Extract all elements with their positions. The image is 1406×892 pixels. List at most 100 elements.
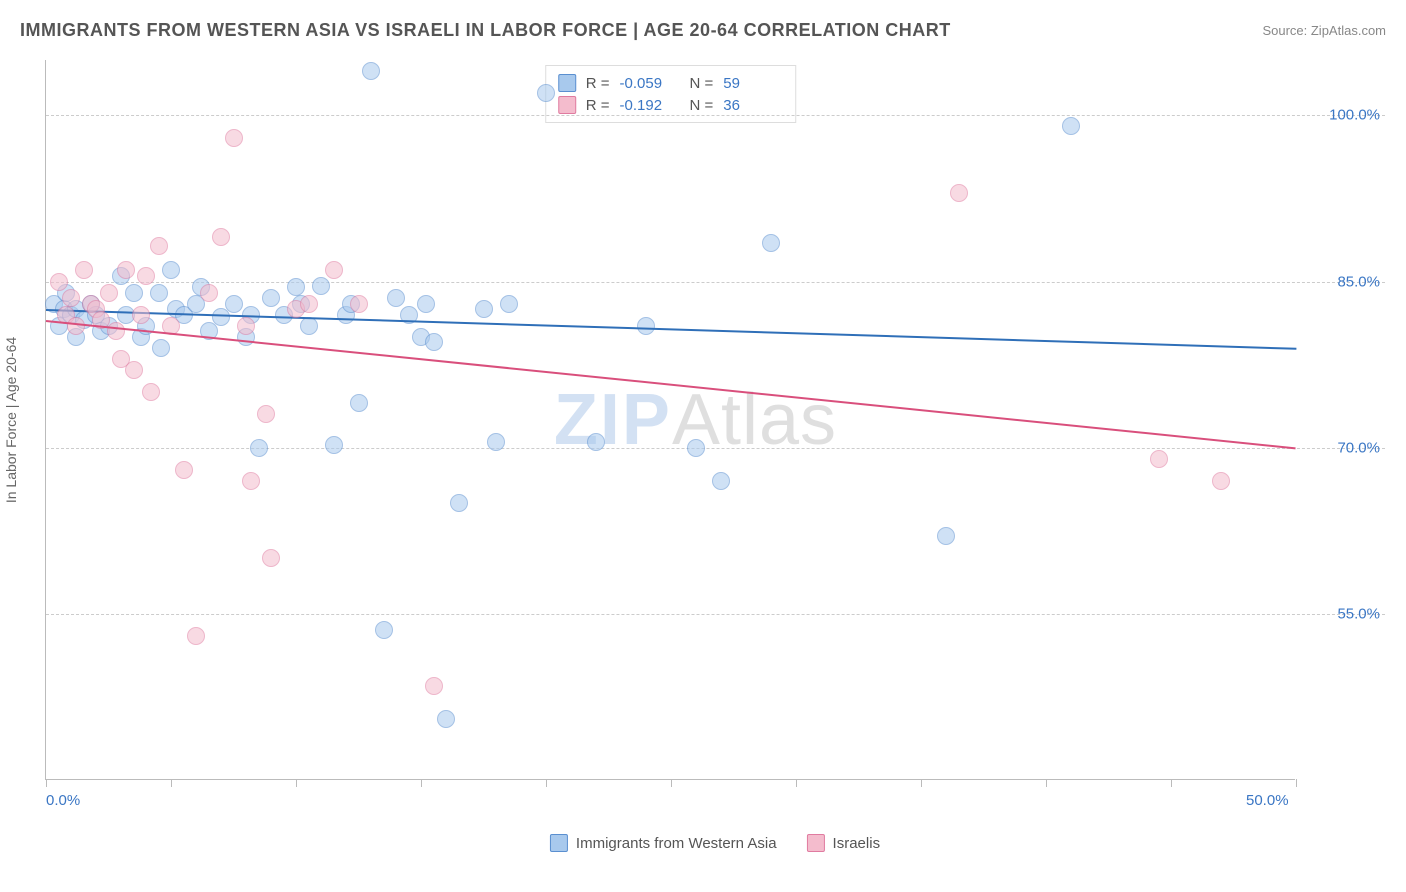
scatter-point <box>1212 472 1230 490</box>
legend-series-item: Immigrants from Western Asia <box>550 834 777 852</box>
x-tick <box>671 779 672 787</box>
scatter-point <box>762 234 780 252</box>
legend-series-label: Immigrants from Western Asia <box>576 835 777 852</box>
scatter-point <box>237 317 255 335</box>
scatter-point <box>425 677 443 695</box>
plot-area: In Labor Force | Age 20-64 ZIPAtlas R =-… <box>45 60 1295 780</box>
scatter-point <box>1062 117 1080 135</box>
legend-stats-row: R = -0.059 N = 59 <box>558 72 784 94</box>
y-tick-label: 70.0% <box>1337 439 1380 456</box>
scatter-point <box>362 62 380 80</box>
x-tick <box>1171 779 1172 787</box>
scatter-point <box>242 472 260 490</box>
scatter-point <box>162 261 180 279</box>
legend-stats: R = -0.059 N = 59R = -0.192 N = 36 <box>545 65 797 123</box>
y-axis-title: In Labor Force | Age 20-64 <box>3 336 19 502</box>
legend-series-label: Israelis <box>833 835 881 852</box>
scatter-point <box>117 261 135 279</box>
grid-line <box>46 614 1385 615</box>
x-tick <box>46 779 47 787</box>
y-tick-label: 55.0% <box>1337 605 1380 622</box>
scatter-point <box>500 295 518 313</box>
scatter-point <box>712 472 730 490</box>
scatter-point <box>450 494 468 512</box>
scatter-point <box>587 433 605 451</box>
scatter-point <box>262 549 280 567</box>
x-tick <box>296 779 297 787</box>
x-tick <box>421 779 422 787</box>
scatter-point <box>67 317 85 335</box>
legend-swatch <box>558 96 576 114</box>
source-label: Source: ZipAtlas.com <box>1262 23 1386 38</box>
scatter-point <box>1150 450 1168 468</box>
scatter-point <box>637 317 655 335</box>
scatter-point <box>125 284 143 302</box>
scatter-point <box>187 627 205 645</box>
scatter-point <box>375 621 393 639</box>
scatter-point <box>437 710 455 728</box>
scatter-point <box>417 295 435 313</box>
scatter-point <box>150 284 168 302</box>
legend-series: Immigrants from Western Asia Israelis <box>550 834 880 852</box>
scatter-point <box>937 527 955 545</box>
scatter-point <box>687 439 705 457</box>
scatter-point <box>125 361 143 379</box>
scatter-point <box>300 317 318 335</box>
r-value: -0.059 <box>620 75 680 92</box>
correlation-chart: In Labor Force | Age 20-64 ZIPAtlas R =-… <box>45 60 1385 820</box>
n-value: 36 <box>723 97 783 114</box>
scatter-point <box>50 273 68 291</box>
scatter-point <box>107 322 125 340</box>
x-tick-label: 50.0% <box>1246 792 1289 809</box>
scatter-point <box>350 394 368 412</box>
scatter-point <box>537 84 555 102</box>
scatter-point <box>132 306 150 324</box>
scatter-point <box>950 184 968 202</box>
legend-stats-row: R =-0.192N =36 <box>558 94 784 116</box>
legend-series-item: Israelis <box>807 834 881 852</box>
grid-line <box>46 448 1385 449</box>
scatter-point <box>287 278 305 296</box>
chart-header: IMMIGRANTS FROM WESTERN ASIA VS ISRAELI … <box>20 20 1386 41</box>
scatter-point <box>325 261 343 279</box>
scatter-point <box>250 439 268 457</box>
n-label: N = <box>690 75 714 92</box>
scatter-point <box>425 333 443 351</box>
scatter-point <box>200 284 218 302</box>
scatter-point <box>152 339 170 357</box>
x-tick <box>1046 779 1047 787</box>
scatter-point <box>150 237 168 255</box>
scatter-point <box>137 267 155 285</box>
y-tick-label: 100.0% <box>1329 107 1380 124</box>
r-value: -0.192 <box>620 97 680 114</box>
scatter-point <box>325 436 343 454</box>
scatter-point <box>100 284 118 302</box>
scatter-point <box>262 289 280 307</box>
legend-swatch <box>807 834 825 852</box>
x-tick <box>796 779 797 787</box>
scatter-point <box>387 289 405 307</box>
x-tick <box>546 779 547 787</box>
grid-line <box>46 282 1385 283</box>
x-tick <box>1296 779 1297 787</box>
trend-line <box>46 320 1296 449</box>
grid-line <box>46 115 1385 116</box>
scatter-point <box>212 228 230 246</box>
trend-line <box>46 309 1296 350</box>
n-label: N = <box>690 97 714 114</box>
scatter-point <box>62 289 80 307</box>
scatter-point <box>312 277 330 295</box>
n-value: 59 <box>723 75 783 92</box>
chart-title: IMMIGRANTS FROM WESTERN ASIA VS ISRAELI … <box>20 20 951 41</box>
scatter-point <box>487 433 505 451</box>
x-tick <box>921 779 922 787</box>
r-label: R = <box>586 75 610 92</box>
legend-swatch <box>550 834 568 852</box>
scatter-point <box>257 405 275 423</box>
scatter-point <box>300 295 318 313</box>
scatter-point <box>350 295 368 313</box>
scatter-point <box>175 461 193 479</box>
x-tick-label: 0.0% <box>46 792 80 809</box>
x-tick <box>171 779 172 787</box>
scatter-point <box>142 383 160 401</box>
